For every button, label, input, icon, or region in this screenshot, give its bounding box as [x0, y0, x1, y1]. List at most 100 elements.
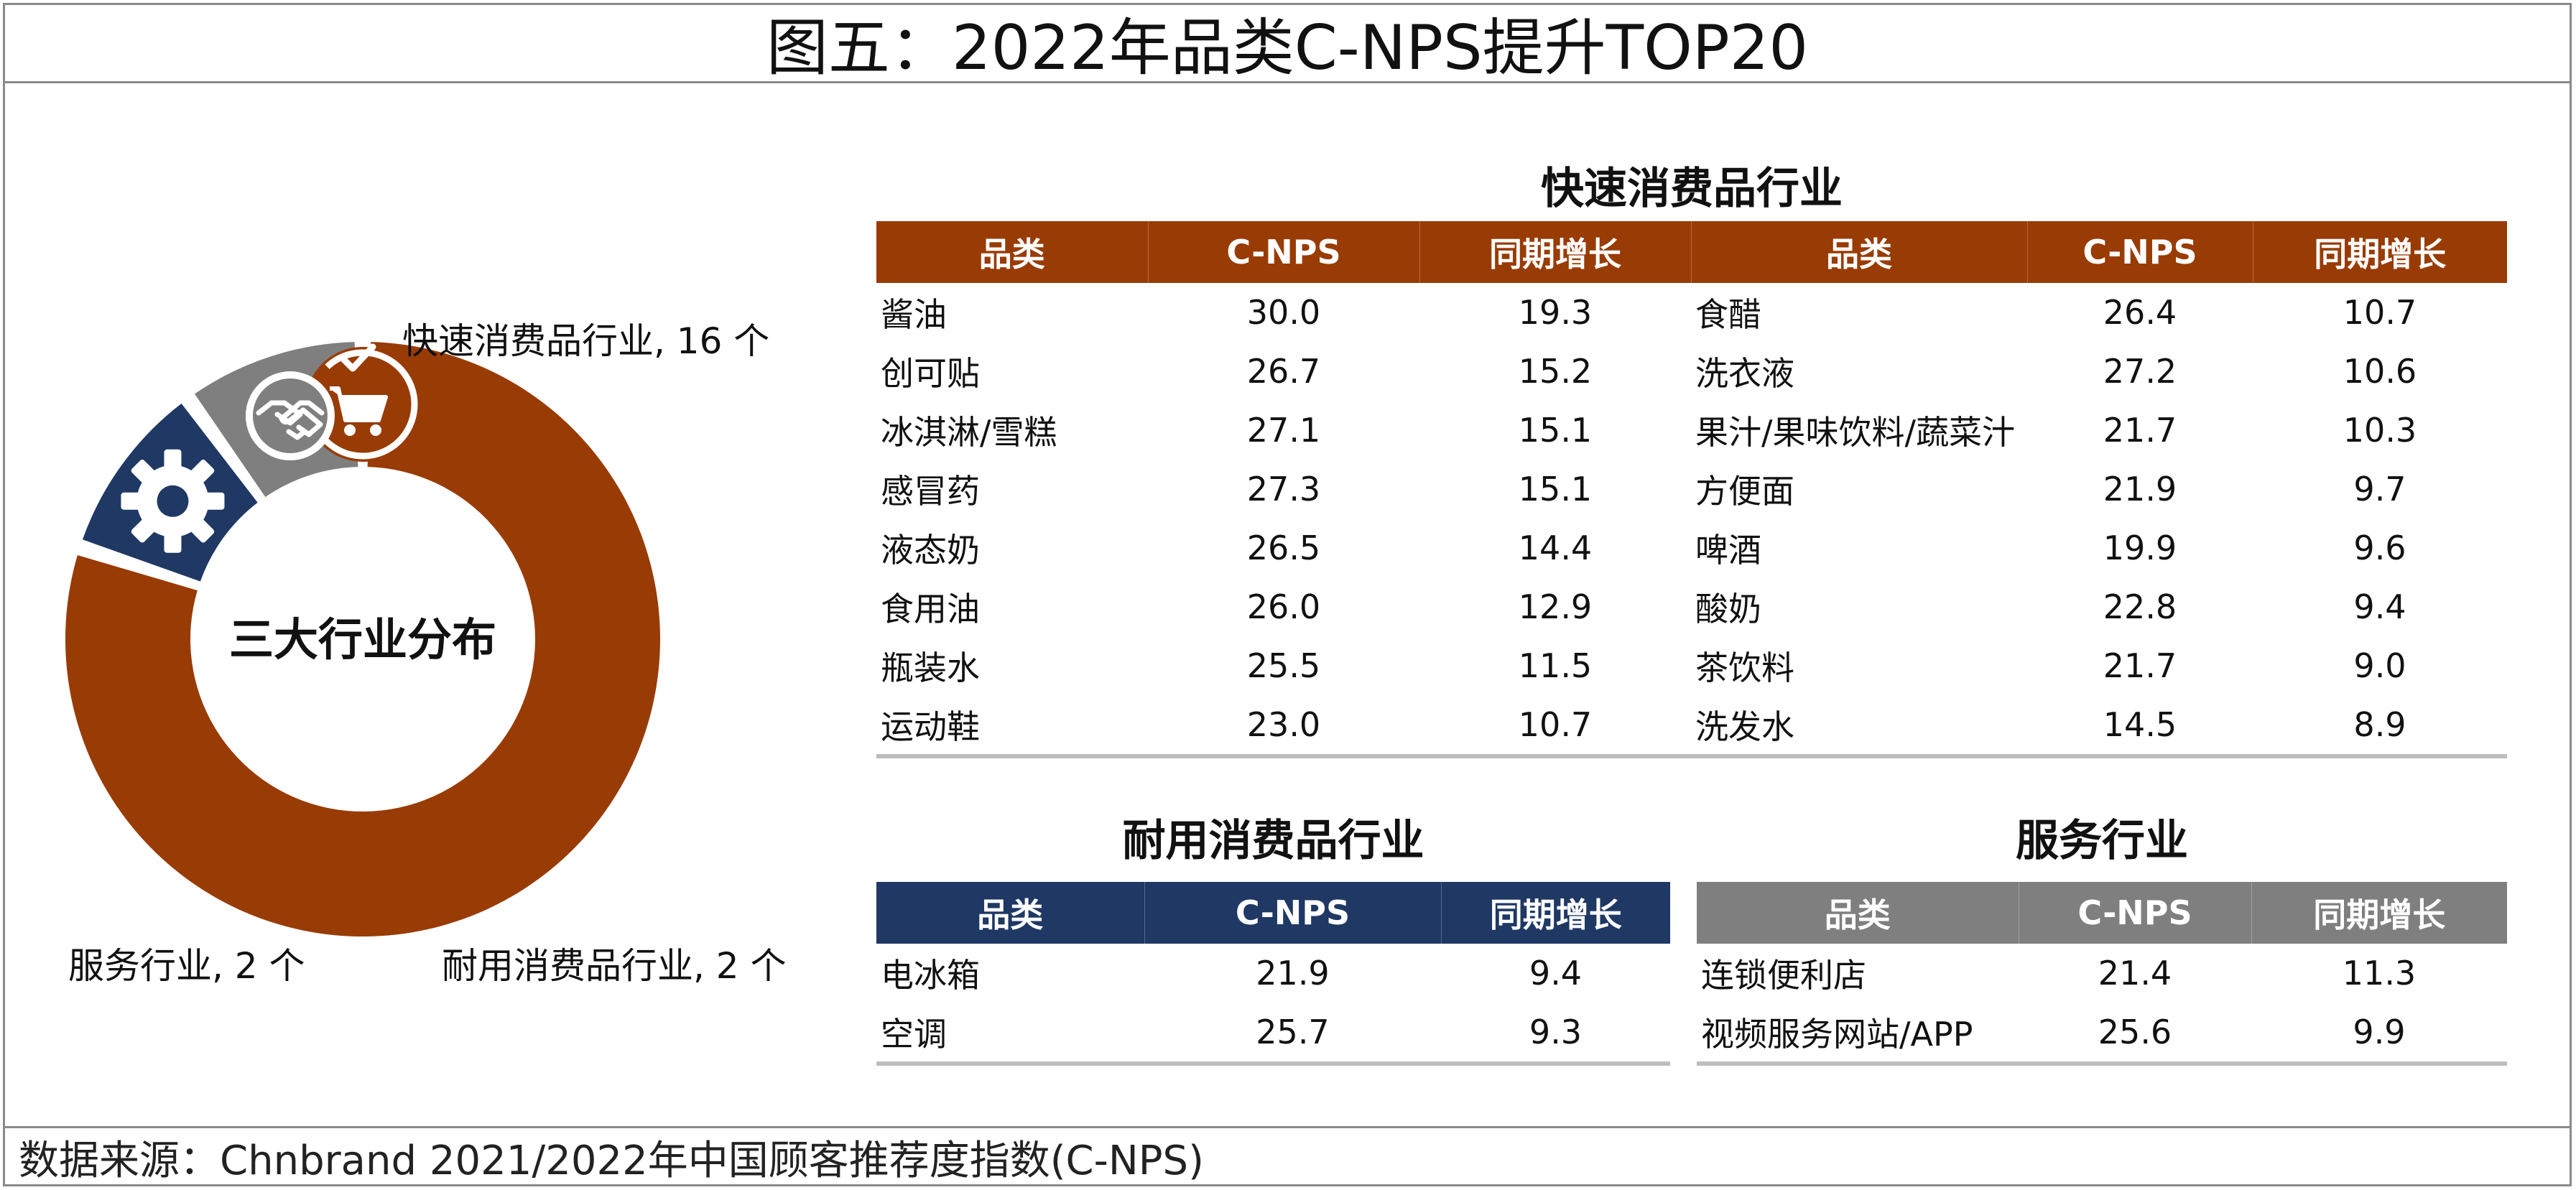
gear-icon: [121, 449, 225, 553]
fmcg-table-cell: 27.2: [2103, 352, 2177, 391]
service-table-cell: 21.4: [2098, 954, 2172, 993]
service-table-row: 连锁便利店 21.4 11.3: [1697, 944, 2507, 1003]
service-table: 品类 C-NPS 同期增长 连锁便利店 21.4 11.3 视频服务网站/APP 25.…: [1697, 882, 2507, 1066]
fmcg-table-cell: 8.9: [2253, 695, 2507, 758]
service-table-cell: 25.6: [2019, 1003, 2251, 1066]
service-col-header: C-NPS: [2018, 882, 2251, 944]
fmcg-table-cell: 26.5: [1246, 529, 1321, 567]
fmcg-table-cell: 10.7: [1419, 695, 1691, 758]
fmcg-table-cell: 感冒药: [881, 472, 980, 511]
durable-table-cell: 9.4: [1529, 954, 1583, 993]
fmcg-table-row: 冰淇淋/雪糕 27.1 15.1 果汁/果味饮料/蔬菜汁 21.7 10.3: [876, 401, 2507, 460]
durable-table-row: 电冰箱 21.9 9.4: [876, 944, 1670, 1003]
service-col-header: 品类: [1697, 882, 2019, 944]
fmcg-table-cell: 创可贴: [881, 354, 980, 393]
service-table-cell: 视频服务网站/APP: [1697, 1003, 2019, 1066]
fmcg-table-cell: 15.2: [1518, 352, 1593, 391]
durable-section-title: 耐用消费品行业: [1122, 816, 1424, 866]
fmcg-table-cell: 果汁/果味饮料/蔬菜汁: [1695, 413, 2015, 452]
service-table-cell: 连锁便利店: [1701, 956, 1866, 995]
durable-table-cell: 电冰箱: [881, 956, 980, 995]
fmcg-table-cell: 15.1: [1518, 470, 1593, 508]
fmcg-table-cell: 啤酒: [1695, 531, 1761, 570]
fmcg-table-cell: 酸奶: [1695, 590, 1761, 628]
fmcg-table-row: 运动鞋 23.0 10.7 洗发水 14.5 8.9: [876, 695, 2507, 758]
fmcg-col-header: C-NPS: [2026, 221, 2253, 283]
fmcg-table-header: 品类 C-NPS 同期增长 品类 C-NPS 同期增长: [876, 221, 2507, 283]
fmcg-table-cell: 21.7: [2103, 646, 2177, 685]
fmcg-table-cell: 9.6: [2353, 529, 2406, 567]
service-col-header: 同期增长: [2251, 882, 2507, 944]
fmcg-col-header: C-NPS: [1147, 221, 1419, 283]
service-table-cell: 9.9: [2251, 1003, 2507, 1066]
fmcg-table-cell: 12.9: [1518, 587, 1593, 626]
fmcg-table-cell: 液态奶: [881, 531, 980, 570]
fmcg-table-row: 酱油 30.0 19.3 食醋 26.4 10.7: [876, 283, 2507, 342]
fmcg-table-cell: 27.3: [1246, 470, 1321, 508]
fmcg-table-cell: 21.9: [2103, 470, 2177, 508]
fmcg-table-cell: 27.1: [1246, 411, 1321, 450]
durable-col-header: C-NPS: [1144, 882, 1441, 944]
handshake-icon: [245, 371, 335, 461]
fmcg-table-cell: 10.3: [2343, 411, 2417, 450]
fmcg-table-cell: 11.5: [1518, 646, 1593, 685]
fmcg-table-cell: 9.0: [2353, 646, 2406, 685]
industry-donut-chart: 三大行业分布: [65, 342, 660, 937]
fmcg-table-cell: 洗发水: [1691, 695, 2027, 758]
fmcg-table-cell: 食用油: [881, 590, 980, 628]
donut-label-service: 服务行业, 2 个: [68, 945, 305, 987]
fmcg-table-cell: 21.7: [2103, 411, 2177, 450]
fmcg-table-row: 感冒药 27.3 15.1 方便面 21.9 9.7: [876, 460, 2507, 519]
donut-slice-fmcg: [65, 342, 660, 937]
shopping-cart-icon: [305, 343, 420, 462]
fmcg-table-cell: 26.7: [1246, 352, 1321, 391]
durable-col-header: 品类: [876, 882, 1144, 944]
source-note: 数据来源：Chnbrand 2021/2022年中国顾客推荐度指数(C-NPS): [3, 1126, 2572, 1186]
fmcg-table-cell: 方便面: [1695, 472, 1794, 511]
fmcg-table-cell: 运动鞋: [876, 695, 1148, 758]
fmcg-table-cell: 食醋: [1695, 295, 1761, 334]
fmcg-col-header: 品类: [876, 221, 1148, 283]
fmcg-table-cell: 10.6: [2343, 352, 2417, 391]
fmcg-table-row: 食用油 26.0 12.9 酸奶 22.8 9.4: [876, 577, 2507, 636]
fmcg-table-cell: 30.0: [1246, 293, 1321, 332]
fmcg-table-cell: 洗衣液: [1695, 354, 1794, 393]
fmcg-table-cell: 茶饮料: [1695, 649, 1794, 687]
fmcg-table-row: 液态奶 26.5 14.4 啤酒 19.9 9.6: [876, 519, 2507, 577]
fmcg-table-row: 创可贴 26.7 15.2 洗衣液 27.2 10.6: [876, 342, 2507, 401]
service-section-title: 服务行业: [2016, 816, 2188, 866]
fmcg-table-cell: 酱油: [881, 295, 947, 334]
durable-table-cell: 空调: [876, 1003, 1144, 1066]
donut-label-fmcg: 快速消费品行业, 16 个: [402, 320, 770, 362]
durable-table-row: 空调 25.7 9.3: [876, 1003, 1670, 1066]
fmcg-col-header: 同期增长: [1419, 221, 1691, 283]
service-table-header: 品类 C-NPS 同期增长: [1697, 882, 2507, 944]
fmcg-table-cell: 15.1: [1518, 411, 1593, 450]
fmcg-table-cell: 23.0: [1148, 695, 1419, 758]
durable-table: 品类 C-NPS 同期增长 电冰箱 21.9 9.4 空调 25.7 9.3: [876, 882, 1670, 1066]
fmcg-table-cell: 25.5: [1246, 646, 1321, 685]
durable-table-cell: 9.3: [1441, 1003, 1670, 1066]
service-table-row: 视频服务网站/APP 25.6 9.9: [1697, 1003, 2507, 1066]
fmcg-table-cell: 14.4: [1518, 529, 1593, 567]
fmcg-table: 品类 C-NPS 同期增长 品类 C-NPS 同期增长 酱油 30.0 19.3 食醋…: [876, 221, 2507, 758]
fmcg-table-cell: 22.8: [2103, 587, 2177, 626]
fmcg-table-cell: 9.4: [2353, 587, 2406, 626]
durable-table-cell: 25.7: [1144, 1003, 1441, 1066]
donut-label-durable: 耐用消费品行业, 2 个: [442, 945, 787, 987]
fmcg-table-cell: 冰淇淋/雪糕: [881, 413, 1057, 452]
fmcg-col-header: 同期增长: [2252, 221, 2507, 283]
fmcg-col-header: 品类: [1690, 221, 2027, 283]
durable-table-header: 品类 C-NPS 同期增长: [876, 882, 1670, 944]
durable-table-cell: 21.9: [1256, 954, 1330, 993]
fmcg-table-cell: 9.7: [2353, 470, 2406, 508]
fmcg-table-cell: 19.3: [1518, 293, 1593, 332]
donut-center-title: 三大行业分布: [229, 613, 496, 666]
figure-frame: [3, 3, 2572, 1186]
fmcg-table-row: 瓶装水 25.5 11.5 茶饮料 21.7 9.0: [876, 636, 2507, 695]
fmcg-table-cell: 26.0: [1246, 587, 1321, 626]
fmcg-table-cell: 瓶装水: [881, 649, 980, 687]
fmcg-table-cell: 14.5: [2027, 695, 2253, 758]
fmcg-table-cell: 19.9: [2103, 529, 2177, 567]
fmcg-section-title: 快速消费品行业: [1541, 164, 1843, 214]
